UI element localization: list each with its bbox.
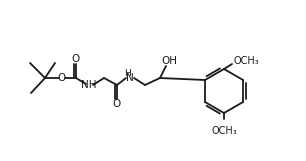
Text: H: H bbox=[125, 68, 131, 77]
Text: OCH₃: OCH₃ bbox=[233, 56, 259, 66]
Text: O: O bbox=[72, 54, 80, 64]
Text: O: O bbox=[58, 73, 66, 83]
Text: O: O bbox=[113, 99, 121, 109]
Text: NH: NH bbox=[81, 80, 97, 90]
Text: OCH₃: OCH₃ bbox=[211, 126, 237, 136]
Text: OH: OH bbox=[161, 56, 177, 66]
Text: N: N bbox=[126, 73, 134, 83]
